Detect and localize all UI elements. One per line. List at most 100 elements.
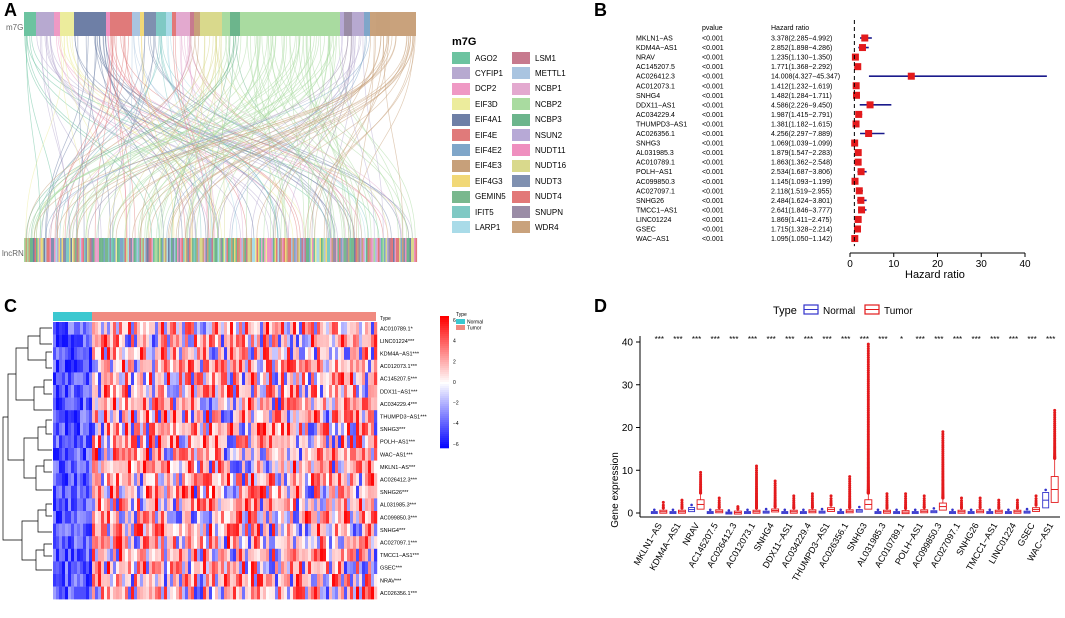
heatmap-cell <box>83 422 87 436</box>
heatmap-cell <box>161 511 165 524</box>
heatmap-cell <box>116 498 120 512</box>
heatmap-cell <box>170 448 174 461</box>
heatmap-cell <box>212 498 216 512</box>
heatmap-cell <box>176 511 180 524</box>
heatmap-cell <box>293 422 297 436</box>
heatmap-cell <box>371 435 375 449</box>
heatmap-cell <box>212 448 216 461</box>
heatmap-cell <box>140 574 144 587</box>
heatmap-cell <box>335 435 339 449</box>
heatmap-cell <box>182 498 186 512</box>
legend-label: NUDT4 <box>535 192 562 202</box>
heatmap-cell <box>365 536 369 549</box>
heatmap-cell <box>335 372 339 386</box>
tumor-outlier <box>736 505 740 509</box>
heatmap-cell <box>191 448 195 461</box>
lncrna-track-segment <box>312 238 314 262</box>
lncrna-track-segment <box>87 238 89 262</box>
heatmap-cell <box>77 397 81 411</box>
heatmap-cell <box>332 536 336 549</box>
heatmap-cell <box>344 422 348 436</box>
color-scale-step <box>440 396 449 399</box>
tumor-outlier <box>866 369 870 373</box>
sankey-ribbon <box>39 35 102 239</box>
heatmap-cell <box>278 422 282 436</box>
heatmap-cell <box>347 498 351 512</box>
heatmap-cell <box>119 397 123 411</box>
heatmap-cell <box>107 347 111 360</box>
heatmap-cell <box>287 561 291 575</box>
heatmap-cell <box>329 372 333 386</box>
heatmap-cell <box>272 498 276 512</box>
heatmap-cell <box>305 460 309 474</box>
heatmap-cell <box>188 548 192 562</box>
heatmap-cell <box>200 347 204 360</box>
tumor-outlier <box>866 362 870 366</box>
heatmap-cell <box>68 498 72 512</box>
heatmap-cell <box>302 536 306 549</box>
lncrna-track-segment <box>298 238 301 262</box>
heatmap-cell <box>203 460 207 474</box>
heatmap-cell <box>95 422 99 436</box>
heatmap-cell <box>200 561 204 575</box>
heatmap-cell <box>119 574 123 587</box>
heatmap-cell <box>344 485 348 499</box>
legend-label: EIF4E2 <box>475 145 502 155</box>
heatmap-cell <box>242 511 246 524</box>
heatmap-cell <box>212 334 216 348</box>
m7g-track-segment <box>190 12 194 36</box>
heatmap-cell <box>170 372 174 386</box>
lncrna-track-segment <box>328 238 331 262</box>
m7g-track-segment <box>230 12 240 36</box>
heatmap-cell <box>263 586 267 600</box>
lncrna-track-segment <box>267 238 269 262</box>
heatmap-row-label: THUMPD3−AS1*** <box>380 415 427 421</box>
heatmap-cell <box>215 334 219 348</box>
boxplot-chart: Type Normal Tumor Gene expression 0102030… <box>610 304 1060 583</box>
heatmap-cell <box>245 422 249 436</box>
heatmap-cell <box>113 448 117 461</box>
heatmap-cell <box>98 511 102 524</box>
heatmap-cell <box>350 561 354 575</box>
heatmap-cell <box>263 347 267 360</box>
heatmap-cell <box>221 347 225 360</box>
heatmap-cell <box>86 485 90 499</box>
heatmap-cell <box>203 498 207 512</box>
heatmap-cell <box>236 422 240 436</box>
heatmap-row-label: SNHG26*** <box>380 490 409 496</box>
heatmap-cell <box>326 372 330 386</box>
heatmap-cell <box>122 435 126 449</box>
forest-gene-label: POLH−AS1 <box>636 169 672 176</box>
heatmap-cell <box>77 548 81 562</box>
heatmap-cell <box>170 574 174 587</box>
heatmap-cell <box>89 334 93 348</box>
sankey-ribbon <box>45 35 70 239</box>
heatmap-cell <box>179 385 183 398</box>
heatmap-cell <box>371 586 375 600</box>
heatmap-cell <box>296 548 300 562</box>
heatmap-cell <box>182 448 186 461</box>
heatmap-cell <box>134 422 138 436</box>
heatmap-cell <box>284 372 288 386</box>
lncrna-track-segment <box>291 238 293 262</box>
heatmap-cell <box>143 460 147 474</box>
heatmap-cell <box>194 548 198 562</box>
heatmap-cell <box>83 460 87 474</box>
heatmap-cell <box>143 397 147 411</box>
heatmap-cell <box>332 586 336 600</box>
color-scale-step <box>440 424 449 427</box>
sankey-ribbon <box>228 35 345 239</box>
heatmap-cell <box>119 473 123 486</box>
heatmap-cell <box>227 397 231 411</box>
lncrna-track-segment <box>96 238 98 262</box>
heatmap-cell <box>278 397 282 411</box>
heatmap-cell <box>233 574 237 587</box>
heatmap-cell <box>347 460 351 474</box>
heatmap-cell <box>200 385 204 398</box>
tumor-outlier <box>866 379 870 383</box>
heatmap-cell <box>83 385 87 398</box>
heatmap-cell <box>299 347 303 360</box>
heatmap-cell <box>77 523 81 537</box>
heatmap-cell <box>170 511 174 524</box>
heatmap-cell <box>89 385 93 398</box>
